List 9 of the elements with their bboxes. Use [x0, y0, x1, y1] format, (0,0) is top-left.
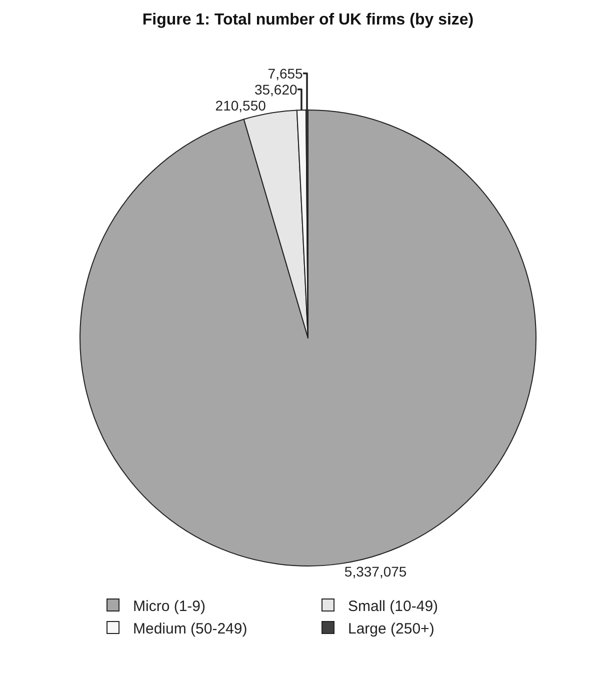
data-label: 210,550	[215, 97, 266, 114]
data-label: 7,655	[268, 65, 304, 82]
data-label: 35,620	[254, 81, 298, 98]
legend-label: Small (10-49)	[348, 598, 438, 615]
legend-label: Medium (50-249)	[133, 620, 248, 638]
data-label: 5,337,075	[344, 564, 407, 580]
chart-title: Figure 1: Total number of UK firms (by size)	[142, 12, 474, 29]
legend-label: Large (250+)	[348, 620, 434, 638]
legend-label: Micro (1-9)	[133, 598, 206, 615]
